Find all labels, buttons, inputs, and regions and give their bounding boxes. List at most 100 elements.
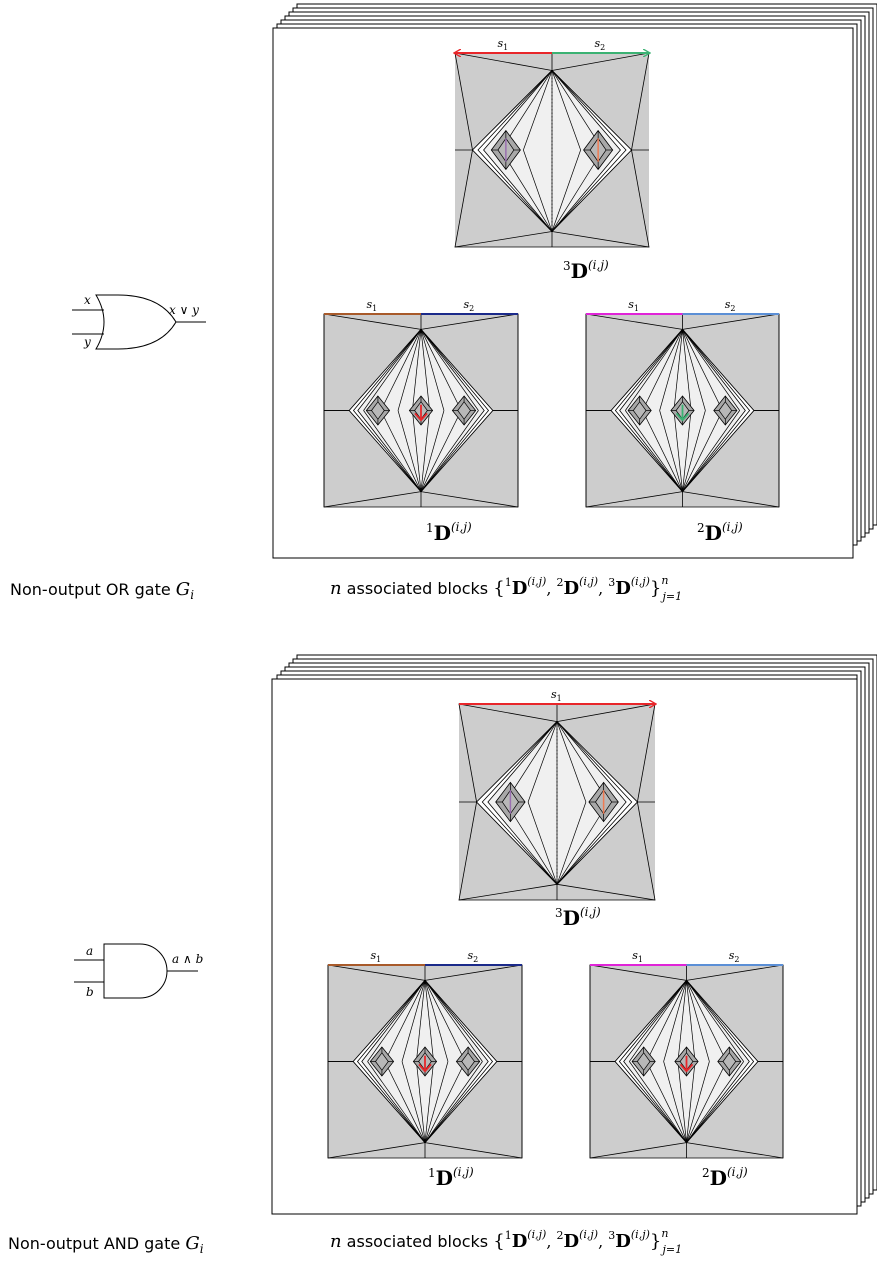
- and-gate-output-label: a ∧ b: [172, 952, 203, 966]
- and-block-1-fan-top-4: [424, 980, 434, 1062]
- or-block-3-fan-bot-3: [551, 149, 581, 232]
- or-block-2-gadget-3: [713, 395, 738, 426]
- or-block-2-fan-top-6: [682, 329, 723, 411]
- and-block-3-fan-top-3: [556, 721, 587, 803]
- and-block-1-fan-bot-6: [424, 1061, 466, 1143]
- or-gate-input-a-label: x: [84, 293, 91, 307]
- and-block-1-fan-top-3: [416, 980, 426, 1062]
- or-block-3-segment-1-label: s1: [498, 37, 509, 52]
- or-block-1-fan-top-2: [397, 329, 422, 411]
- and-block-2-fan-bot-3: [677, 1061, 687, 1143]
- or-block-2-fan-bot-1: [642, 410, 683, 492]
- and-block-1-fan-bot-3: [416, 1061, 426, 1143]
- or-block-2-tag: 2D(i,j): [697, 520, 743, 545]
- or-gate-body: [95, 294, 177, 350]
- or-block-2-fan-top-5: [682, 329, 706, 411]
- and-block-1-fan-top-5: [424, 980, 449, 1062]
- or-block-1-fan-bot-7: [420, 410, 479, 492]
- and-block-1-fan-top-1: [384, 980, 426, 1062]
- and-block-2-fan-top-3: [677, 980, 687, 1062]
- and-block-2-fan-bot-1: [646, 1061, 687, 1143]
- and-block-1-segment-1-label: s1: [371, 949, 382, 964]
- and-block-2-fan-bot-0: [629, 1061, 687, 1143]
- and-block-3: s1: [458, 688, 655, 901]
- and-block-2-gadget-3-inner: [722, 1052, 737, 1071]
- and-block-2-fan-top-6: [686, 980, 727, 1062]
- and-gate-input-b-label: b: [86, 985, 94, 999]
- and-block-2-fan-top-1: [646, 980, 687, 1062]
- and-block-1-fan-bot-2: [401, 1061, 426, 1143]
- or-block-1: s1 s2: [323, 298, 519, 508]
- or-block-3-fan-top-3: [551, 70, 581, 151]
- or-block-1-gadget-1-inner: [371, 401, 385, 420]
- or-block-2-gadget-1-inner: [632, 401, 647, 420]
- or-block-2-gadget-1: [627, 395, 652, 426]
- or-gate-output-label: x ∨ y: [169, 303, 199, 317]
- or-blocks-caption: n associated blocks {1D(i,j), 2D(i,j), 3…: [330, 574, 682, 603]
- or-block-1-fan-bot-6: [420, 410, 462, 492]
- or-block-2-fan-bot-3: [673, 410, 683, 492]
- and-panel: a b a ∧ b s1 s1 s2 s1 s2 3D(i,j) 1D(i,j) 2…: [8, 654, 877, 1256]
- or-block-2-fan-top-7: [682, 329, 740, 411]
- and-block-1-tag: 1D(i,j): [428, 1165, 474, 1190]
- and-block-2-fan-bot-4: [686, 1061, 696, 1143]
- and-block-1-segment-2-label: s2: [468, 949, 479, 964]
- and-block-1-mid-arrow-head: [418, 1063, 432, 1073]
- and-gate: a b a ∧ b: [74, 943, 203, 999]
- or-block-2-fan-bot-5: [682, 410, 706, 492]
- or-block-1-fan-bot-4: [420, 410, 430, 492]
- and-block-3-tag: 3D(i,j): [555, 905, 601, 930]
- and-block-2-fan-top-7: [686, 980, 744, 1062]
- and-block-3-fan-bot-3: [556, 801, 587, 885]
- or-block-1-fan-top-1: [380, 329, 422, 411]
- or-block-1-segment-1-label: s1: [367, 298, 378, 313]
- or-gate-caption: Non-output OR gate Gi: [10, 579, 194, 602]
- and-block-1-gadget-1-inner: [375, 1052, 389, 1071]
- or-gate: x y x ∨ y: [72, 293, 206, 350]
- or-block-2-fan-bot-0: [625, 410, 683, 492]
- or-block-2-segment-2-label: s2: [725, 298, 736, 313]
- and-block-2-fan-bot-5: [686, 1061, 710, 1143]
- and-block-1-fan-bot-1: [384, 1061, 426, 1143]
- and-gate-caption: Non-output AND gate Gi: [8, 1233, 204, 1256]
- or-block-1-fan-bot-3: [412, 410, 422, 492]
- or-block-1-gadget-1: [365, 395, 391, 426]
- or-block-1-fan-top-6: [420, 329, 462, 411]
- and-block-2-fan-bot-2: [663, 1061, 687, 1143]
- and-block-1-fan-bot-7: [424, 1061, 483, 1143]
- and-block-2-gadget-1-inner: [636, 1052, 651, 1071]
- or-block-2-segment-1-label: s1: [628, 298, 639, 313]
- and-block-1-gadget-3: [455, 1046, 481, 1077]
- and-block-2-tag: 2D(i,j): [702, 1165, 748, 1190]
- or-block-2: s1 s2: [585, 298, 780, 508]
- or-block-2-gadget-3-inner: [718, 401, 733, 420]
- and-block-1-fan-top-2: [401, 980, 426, 1062]
- and-block-2-fan-top-4: [686, 980, 696, 1062]
- or-block-1-tag: 1D(i,j): [426, 520, 472, 545]
- and-block-3-segment-1-label: s1: [551, 688, 562, 703]
- or-gate-input-b-label: y: [83, 335, 91, 349]
- or-block-1-fan-bot-5: [420, 410, 445, 492]
- and-block-2-gadget-3: [717, 1046, 742, 1077]
- and-gate-body: [103, 943, 168, 999]
- and-block-1-fan-bot-4: [424, 1061, 434, 1143]
- and-block-1-fan-bot-5: [424, 1061, 449, 1143]
- and-block-3-fan-bot-1: [527, 801, 558, 885]
- or-block-1-fan-top-4: [420, 329, 430, 411]
- or-block-2-fan-top-1: [642, 329, 683, 411]
- and-block-2-segment-1-label: s1: [632, 949, 643, 964]
- or-block-2-fan-top-4: [682, 329, 692, 411]
- or-block-1-fan-top-5: [420, 329, 445, 411]
- or-block-1-fan-bot-0: [363, 410, 422, 492]
- and-block-3-fan-top-1: [527, 721, 558, 803]
- and-block-2-gadget-1: [631, 1046, 656, 1077]
- and-block-2-fan-top-5: [686, 980, 710, 1062]
- or-block-1-mid-arrow-head: [414, 412, 428, 422]
- and-block-2-segment-2-label: s2: [729, 949, 740, 964]
- and-block-2-fan-top-0: [629, 980, 687, 1062]
- or-block-1-fan-bot-2: [397, 410, 422, 492]
- or-block-1-fan-top-0: [363, 329, 422, 411]
- or-block-1-segment-2-label: s2: [464, 298, 475, 313]
- or-block-2-fan-bot-6: [682, 410, 723, 492]
